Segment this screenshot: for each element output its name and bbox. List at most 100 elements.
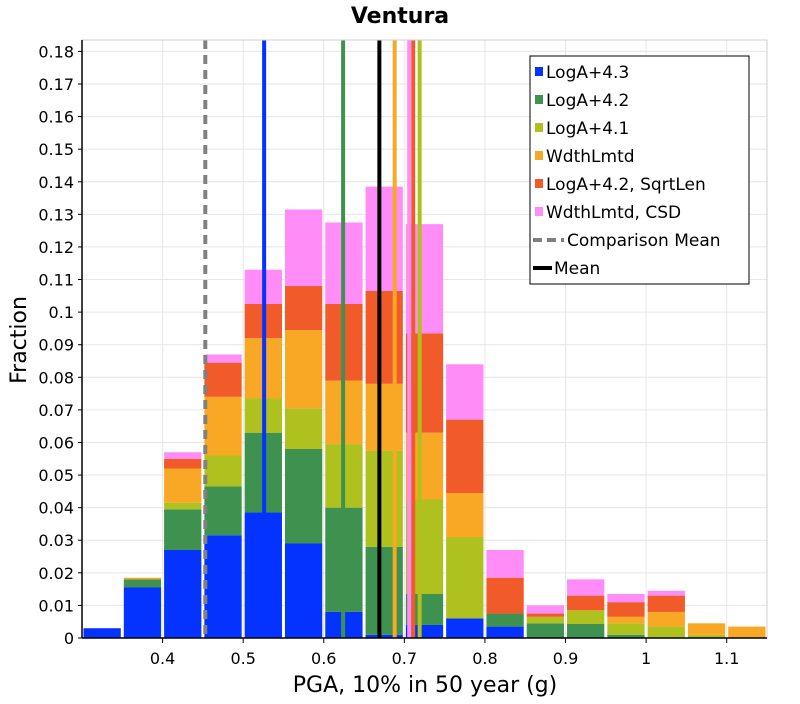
y-tick-label: 0.17 (38, 75, 74, 94)
bar-segment (607, 623, 645, 635)
bar-segment (204, 535, 242, 638)
bar-segment (284, 330, 323, 409)
legend-label: LogA+4.2, SqrtLen (546, 175, 706, 195)
bar-segment (526, 613, 565, 617)
bar-segment (728, 626, 766, 638)
bar-segment (607, 616, 645, 624)
bar-segment (204, 354, 242, 363)
bar-segment (607, 602, 645, 617)
y-tick-label: 0.13 (38, 205, 74, 224)
y-tick-label: 0.16 (38, 108, 74, 127)
bar-segment (647, 626, 685, 638)
legend-label: LogA+4.2 (546, 91, 629, 111)
bar-segment (284, 448, 323, 544)
legend-swatch (535, 95, 543, 104)
bar-segment (164, 452, 202, 459)
y-tick-label: 0.09 (38, 336, 74, 355)
bar-segment (204, 362, 242, 397)
bar-segment (164, 502, 202, 510)
legend: LogA+4.3 LogA+4.2 LogA+4.1 WdthLmtd LogA+4.2… (529, 55, 750, 285)
bar-segment (164, 550, 202, 638)
bar-segment (446, 536, 484, 619)
bar-segment (567, 579, 605, 596)
y-tick-label: 0 (64, 629, 74, 648)
x-tick-label: 0.5 (230, 649, 255, 668)
bar-segment (204, 486, 242, 536)
y-tick-label: 0.1 (49, 303, 74, 322)
x-axis-label: PGA, 10% in 50 year (g) (293, 673, 557, 698)
bar-segment (365, 290, 403, 384)
bar-segment (526, 605, 565, 614)
bar-segment (486, 626, 524, 638)
bar-segment (365, 546, 403, 635)
bar-segment (365, 383, 403, 451)
bar-segment (486, 613, 524, 627)
bar-segment (365, 450, 403, 547)
x-tick-label: 0.7 (392, 649, 417, 668)
legend-label: LogA+4.1 (546, 119, 629, 139)
y-tick-label: 0.06 (38, 433, 74, 452)
bar-segment (647, 611, 685, 627)
y-tick-label: 0.07 (38, 401, 74, 420)
legend-label: Mean (554, 259, 600, 279)
bar-segment (83, 628, 121, 638)
bar-segment (486, 550, 524, 578)
bar-segment (164, 509, 202, 551)
bar-segment (446, 618, 484, 638)
legend-swatch (535, 151, 543, 160)
bar-segment (607, 594, 645, 603)
bar-segment (687, 623, 726, 635)
legend-swatch (535, 207, 543, 216)
bar-segment (607, 634, 645, 638)
legend-label: LogA+4.3 (546, 63, 629, 83)
bar-segment (365, 634, 403, 638)
y-tick-label: 0.01 (38, 596, 74, 615)
bar-segment (486, 577, 524, 614)
bar-segment (687, 634, 726, 638)
bar-segment (164, 458, 202, 469)
bar-segment (446, 419, 484, 493)
x-tick-label: 1.1 (714, 649, 739, 668)
y-tick-label: 0.04 (38, 499, 74, 518)
bar-segment (526, 616, 565, 624)
legend-box (529, 55, 750, 285)
chart-title: Ventura (351, 4, 449, 29)
bar-segment (123, 577, 162, 580)
y-tick-label: 0.05 (38, 466, 74, 485)
bar-segment (526, 623, 565, 638)
y-tick-label: 0.18 (38, 42, 74, 61)
x-tick-label: 0.4 (150, 649, 175, 668)
legend-label: WdthLmtd (546, 147, 635, 167)
bar-segment (365, 186, 403, 291)
bar-segment (204, 396, 242, 456)
bar-segment (284, 408, 323, 449)
bar-segment (204, 455, 242, 487)
x-tick-label: 0.6 (311, 649, 336, 668)
bar-segment (647, 590, 685, 596)
legend-swatch (535, 67, 543, 76)
bar-segment (567, 610, 605, 624)
y-axis-label: Fraction (7, 296, 32, 384)
y-tick-label: 0.15 (38, 140, 74, 159)
bar-segment (284, 286, 323, 331)
bar-segment (446, 492, 484, 537)
bar-segment (567, 595, 605, 611)
legend-label: Comparison Mean (567, 231, 721, 251)
y-tick-label: 0.08 (38, 368, 74, 387)
y-tick-label: 0.02 (38, 564, 74, 583)
y-tick-label: 0.12 (38, 238, 74, 257)
x-tick-label: 1 (641, 649, 651, 668)
y-tick-label: 0.14 (38, 173, 74, 192)
y-tick-label: 0.03 (38, 531, 74, 550)
legend-swatch (535, 123, 543, 132)
bar-segment (284, 209, 323, 287)
legend-swatch (535, 179, 543, 188)
bar-segment (446, 364, 484, 420)
y-tick-label: 0.11 (38, 271, 74, 290)
bar-segment (123, 587, 162, 638)
bar-segment (567, 623, 605, 638)
bar-segment (647, 595, 685, 612)
x-tick-label: 0.9 (553, 649, 578, 668)
legend-label: WdthLmtd, CSD (546, 203, 681, 223)
